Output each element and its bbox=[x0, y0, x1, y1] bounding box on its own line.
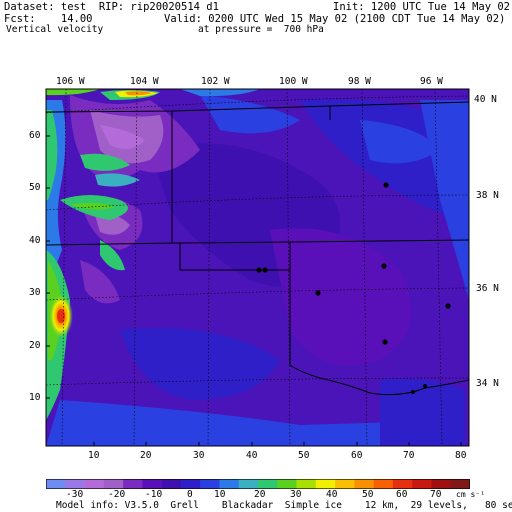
legend-swatch bbox=[161, 479, 182, 489]
plot-frame bbox=[45, 88, 470, 447]
legend-label: 30 bbox=[290, 489, 302, 500]
color-scale-bar bbox=[46, 479, 470, 489]
forecast-hour-label: Fcst: 14.00 bbox=[4, 13, 93, 25]
legend-swatch bbox=[450, 479, 470, 489]
lon-label: 106 W bbox=[56, 76, 85, 87]
y-tick-label: 30 bbox=[29, 287, 41, 298]
legend-units: cm s⁻¹ bbox=[456, 490, 485, 499]
lon-label: 102 W bbox=[201, 76, 230, 87]
station-3 bbox=[262, 267, 268, 273]
state-boundaries bbox=[45, 101, 470, 396]
y-tick-label: 20 bbox=[29, 340, 41, 351]
x-tick-label: 80 bbox=[455, 450, 467, 461]
legend-label: 50 bbox=[362, 489, 374, 500]
axis-ticks bbox=[46, 135, 462, 446]
legend-label: -30 bbox=[66, 489, 84, 500]
legend-label: 60 bbox=[396, 489, 408, 500]
x-tick-label: 10 bbox=[88, 450, 100, 461]
x-tick-label: 50 bbox=[298, 450, 310, 461]
legend-swatch bbox=[431, 479, 452, 489]
station-6 bbox=[445, 303, 451, 309]
x-tick-label: 40 bbox=[246, 450, 258, 461]
legend-swatch bbox=[46, 479, 66, 489]
field-name-label: Vertical velocity bbox=[6, 24, 104, 35]
lon-label: 98 W bbox=[348, 76, 371, 87]
legend-swatch bbox=[65, 479, 85, 489]
pressure-level-label: at pressure = 700 hPa bbox=[198, 24, 324, 35]
legend-swatch bbox=[412, 479, 432, 489]
legend-swatch bbox=[180, 479, 201, 489]
legend-swatch bbox=[142, 479, 162, 489]
legend-swatch bbox=[373, 479, 394, 489]
legend-label: -10 bbox=[145, 489, 163, 500]
y-tick-label: 40 bbox=[29, 235, 41, 246]
legend-swatch bbox=[335, 479, 355, 489]
legend-label: 0 bbox=[187, 489, 193, 500]
legend-label: 20 bbox=[254, 489, 266, 500]
lat-label: 38 N bbox=[476, 190, 499, 201]
legend-label: 40 bbox=[326, 489, 338, 500]
lon-label: 96 W bbox=[420, 76, 443, 87]
legend-swatch bbox=[392, 479, 413, 489]
legend-swatch bbox=[315, 479, 336, 489]
station-2 bbox=[256, 267, 262, 273]
station-7 bbox=[382, 339, 388, 345]
model-info-footer: Model info: V3.5.0 Grell Blackadar Simpl… bbox=[56, 500, 512, 511]
station-5 bbox=[315, 290, 321, 296]
legend-label: 10 bbox=[214, 489, 226, 500]
x-tick-label: 60 bbox=[351, 450, 363, 461]
station-markers bbox=[256, 182, 451, 394]
lat-label: 36 N bbox=[476, 283, 499, 294]
lat-label: 40 N bbox=[474, 94, 497, 105]
lat-label: 34 N bbox=[476, 378, 499, 389]
legend-swatch bbox=[296, 479, 317, 489]
legend-swatch bbox=[200, 479, 220, 489]
x-tick-label: 20 bbox=[140, 450, 152, 461]
init-time-label: Init: 1200 UTC Tue 14 May 02 bbox=[333, 1, 511, 13]
y-tick-label: 50 bbox=[29, 182, 41, 193]
graticule bbox=[45, 88, 470, 447]
legend-label: -20 bbox=[108, 489, 126, 500]
legend-swatch bbox=[219, 479, 240, 489]
lon-label: 100 W bbox=[279, 76, 308, 87]
y-tick-label: 60 bbox=[29, 130, 41, 141]
legend-swatch bbox=[84, 479, 105, 489]
legend-swatch bbox=[258, 479, 278, 489]
legend-swatch bbox=[354, 479, 374, 489]
x-tick-label: 70 bbox=[403, 450, 415, 461]
station-9 bbox=[423, 384, 427, 388]
valid-time-label: Valid: 0200 UTC Wed 15 May 02 (2100 CDT … bbox=[164, 13, 506, 25]
legend-swatch bbox=[103, 479, 124, 489]
legend-swatch bbox=[277, 479, 297, 489]
contour-fill bbox=[46, 89, 469, 446]
legend-label: 70 bbox=[430, 489, 442, 500]
legend-swatch bbox=[123, 479, 143, 489]
station-8 bbox=[411, 390, 415, 394]
lon-label: 104 W bbox=[130, 76, 159, 87]
station-4 bbox=[381, 263, 387, 269]
dataset-label: Dataset: test RIP: rip20020514 d1 bbox=[4, 1, 219, 13]
x-tick-label: 30 bbox=[193, 450, 205, 461]
y-tick-label: 10 bbox=[29, 392, 41, 403]
legend-swatch bbox=[238, 479, 259, 489]
station-1 bbox=[383, 182, 389, 188]
